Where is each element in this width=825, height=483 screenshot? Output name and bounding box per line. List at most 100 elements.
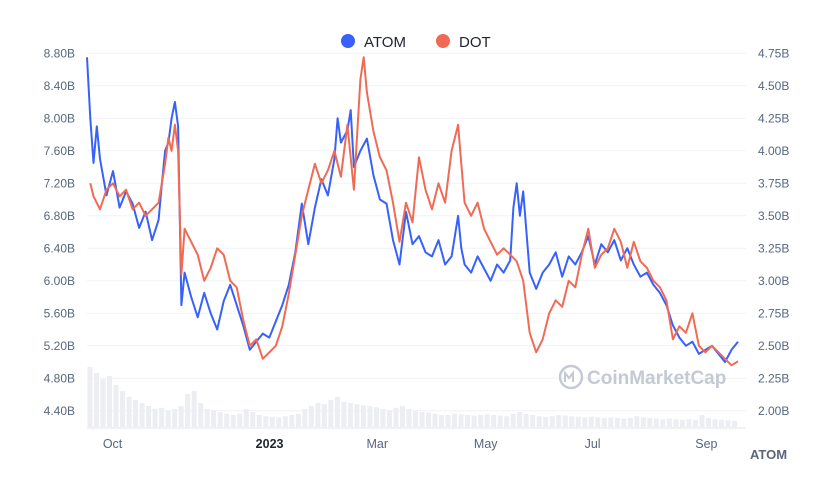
volume-bar (191, 391, 197, 427)
volume-bar (217, 412, 223, 427)
watermark: CoinMarketCap (558, 364, 726, 390)
volume-bar (653, 418, 659, 427)
legend-atom-label: ATOM (364, 34, 406, 51)
right-tick-label: 4.00B (758, 144, 789, 158)
legend-dot-label: DOT (459, 34, 491, 51)
volume-bar (471, 415, 477, 427)
legend-item-dot[interactable]: DOT (436, 34, 491, 51)
volume-bar (614, 418, 620, 427)
volume-bar (452, 413, 458, 427)
volume-bar (263, 416, 269, 427)
volume-bar (126, 397, 132, 427)
volume-bar (120, 391, 126, 427)
right-tick-label: 3.75B (758, 176, 789, 190)
right-axis: 4.75B 4.50B 4.25B 4.00B 3.75B 3.50B 3.25B 3.00B… (758, 46, 789, 418)
volume-bar (712, 419, 718, 427)
left-tick-label: 4.80B (44, 371, 75, 385)
coinmarketcap-logo-mark (564, 370, 574, 382)
volume-bar (295, 413, 301, 427)
volume-bar (289, 415, 295, 427)
volume-bar (159, 407, 165, 427)
right-tick-label: 2.25B (758, 371, 789, 385)
volume-bar (530, 415, 536, 427)
volume-bars (87, 367, 737, 427)
volume-bar (699, 415, 705, 427)
volume-bar (373, 407, 379, 427)
volume-bar (133, 400, 139, 427)
volume-bar (334, 397, 340, 427)
right-tick-label: 2.00B (758, 404, 789, 418)
volume-bar (321, 404, 327, 427)
volume-bar (419, 412, 425, 427)
x-tick-label: 2023 (256, 437, 284, 451)
volume-bar (165, 410, 171, 427)
volume-bar (582, 417, 588, 427)
volume-bar (432, 413, 438, 427)
x-tick-label: Sep (695, 437, 717, 451)
volume-bar (601, 418, 607, 427)
axis-unit-label: ATOM (750, 447, 787, 462)
right-tick-label: 2.50B (758, 339, 789, 353)
volume-bar (393, 407, 399, 427)
volume-bar (230, 415, 236, 427)
volume-bar (588, 416, 594, 427)
volume-bar (224, 413, 230, 427)
volume-bar (510, 413, 516, 427)
volume-bar (256, 415, 262, 427)
right-tick-label: 4.50B (758, 79, 789, 93)
volume-bar (211, 410, 217, 427)
volume-bar (621, 418, 627, 427)
volume-bar (113, 385, 119, 427)
left-axis: 8.80B 8.40B 8.00B 7.60B 7.20B 6.80B 6.40B 6.00B… (44, 46, 75, 418)
x-tick-label: May (474, 437, 498, 451)
volume-bar (94, 373, 100, 427)
left-tick-label: 6.00B (44, 274, 75, 288)
right-tick-label: 4.75B (758, 46, 789, 60)
x-axis: Oct 2023 Mar May Jul Sep (87, 427, 746, 451)
volume-bar (237, 413, 243, 427)
right-tick-label: 3.50B (758, 209, 789, 223)
volume-bar (549, 416, 555, 427)
volume-bar (627, 418, 633, 427)
volume-bar (185, 394, 191, 427)
volume-bar (204, 409, 210, 427)
volume-bar (178, 406, 184, 427)
legend-dot-dot (436, 34, 450, 48)
volume-bar (439, 415, 445, 427)
volume-bar (100, 379, 106, 427)
volume-bar (315, 403, 321, 427)
volume-bar (562, 415, 568, 427)
x-tick-label: Mar (366, 437, 388, 451)
volume-bar (341, 401, 347, 427)
series-line-dot[interactable] (89, 56, 739, 367)
volume-bar (575, 416, 581, 427)
volume-bar (367, 406, 373, 427)
volume-bar (543, 416, 549, 427)
volume-bar (666, 418, 672, 427)
volume-bar (504, 416, 510, 427)
volume-bar (660, 419, 666, 427)
volume-bar (692, 419, 698, 427)
watermark-text: CoinMarketCap (587, 368, 726, 389)
volume-bar (328, 400, 334, 427)
volume-bar (640, 417, 646, 427)
series-lines (86, 56, 739, 367)
volume-bar (634, 416, 640, 427)
volume-bar (276, 417, 282, 427)
volume-bar (360, 405, 366, 427)
coinmarketcap-logo-icon (558, 364, 584, 390)
left-tick-label: 6.40B (44, 241, 75, 255)
series-line-atom[interactable] (86, 57, 739, 363)
volume-bar (725, 420, 731, 427)
volume-bar (445, 415, 451, 427)
right-tick-label: 3.00B (758, 274, 789, 288)
volume-bar (198, 403, 204, 427)
left-tick-label: 6.80B (44, 209, 75, 223)
volume-bar (686, 419, 692, 427)
volume-bar (399, 406, 405, 427)
legend-item-atom[interactable]: ATOM (341, 34, 406, 51)
volume-bar (146, 406, 152, 427)
volume-bar (465, 415, 471, 427)
volume-bar (595, 417, 601, 427)
